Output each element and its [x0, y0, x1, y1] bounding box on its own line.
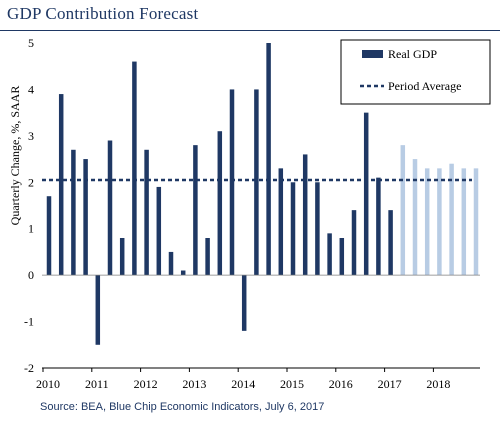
real-gdp-bar [327, 233, 332, 276]
legend-real-gdp-label: Real GDP [388, 47, 437, 61]
y-tick-label: 4 [28, 82, 34, 96]
real-gdp-bar [229, 89, 235, 276]
real-gdp-bar [205, 238, 210, 276]
real-gdp-bar [119, 238, 125, 276]
real-gdp-bar [217, 131, 223, 276]
forecast-bar [437, 168, 442, 276]
title-rule [0, 30, 500, 31]
y-tick-label: 0 [28, 268, 34, 282]
real-gdp-bar [241, 275, 247, 331]
x-axis-ticks: 2010 2011 2012 2013 2014 2015 2016 2017 2018 [36, 368, 450, 391]
real-gdp-bar [180, 270, 186, 276]
real-gdp-bar [156, 186, 162, 276]
real-gdp-bar [376, 177, 381, 276]
x-tick-label: 2014 [231, 377, 255, 391]
x-tick-label: 2015 [280, 377, 304, 391]
forecast-bar [424, 168, 430, 276]
real-gdp-bar [388, 210, 393, 276]
real-gdp-bar [363, 112, 369, 276]
real-gdp-bar [315, 182, 320, 276]
real-gdp-bar [302, 154, 308, 276]
legend-real-gdp-swatch [362, 50, 383, 58]
real-gdp-bar [351, 210, 357, 276]
x-tick-label: 2010 [36, 377, 60, 391]
x-tick-label: 2018 [426, 377, 450, 391]
real-gdp-bar [71, 149, 76, 276]
chart-title: GDP Contribution Forecast [7, 4, 199, 23]
bars [46, 43, 479, 345]
y-tick-label: 1 [28, 222, 34, 236]
forecast-bar [449, 163, 454, 276]
real-gdp-bar [339, 238, 345, 276]
x-tick-label: 2016 [329, 377, 353, 391]
y-tick-label: -1 [24, 315, 34, 329]
real-gdp-bar [132, 61, 137, 276]
real-gdp-bar [168, 251, 174, 276]
y-tick-label: 5 [28, 36, 34, 50]
real-gdp-bar [266, 43, 271, 276]
x-tick-label: 2011 [85, 377, 109, 391]
real-gdp-bar [278, 168, 284, 276]
real-gdp-bar [254, 89, 259, 276]
forecast-bar [400, 145, 406, 276]
forecast-bar [473, 168, 479, 276]
real-gdp-bar [193, 145, 198, 276]
real-gdp-bar [107, 140, 113, 276]
legend: Real GDP Period Average [340, 39, 491, 105]
x-tick-label: 2017 [378, 377, 402, 391]
y-tick-label: -2 [24, 361, 34, 375]
real-gdp-bar [46, 196, 52, 276]
real-gdp-bar [58, 94, 64, 276]
y-axis-label: Quarterly Change, %, SAAR [8, 86, 22, 226]
real-gdp-bar [144, 149, 149, 276]
real-gdp-bar [83, 159, 88, 276]
forecast-bar [412, 159, 418, 276]
forecast-bar [461, 168, 467, 276]
y-tick-label: 2 [28, 175, 34, 189]
real-gdp-bar [95, 275, 101, 345]
x-tick-label: 2013 [182, 377, 206, 391]
y-axis-ticks: 5 4 3 2 1 0 -1 -2 [24, 36, 34, 375]
y-tick-label: 3 [28, 129, 34, 143]
legend-period-average-label: Period Average [388, 79, 461, 93]
source-note: Source: BEA, Blue Chip Economic Indicato… [40, 401, 325, 413]
real-gdp-bar [290, 182, 296, 276]
x-tick-label: 2012 [134, 377, 158, 391]
